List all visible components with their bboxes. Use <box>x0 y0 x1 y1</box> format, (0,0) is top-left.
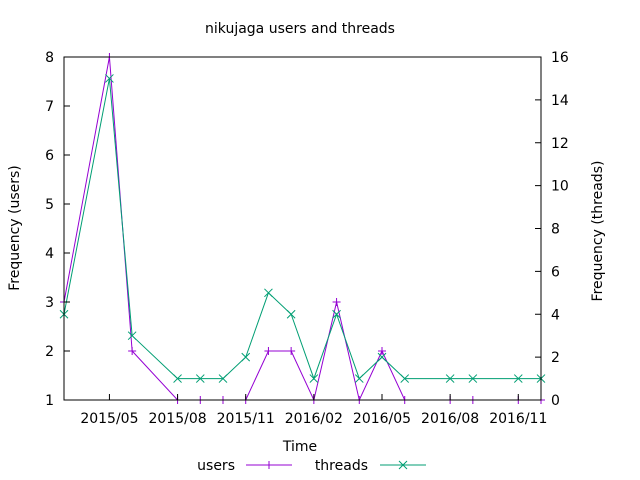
y-left-tick-label: 3 <box>45 295 54 311</box>
y-right-tick-label: 2 <box>551 350 560 366</box>
x-tick-label: 2015/08 <box>148 411 206 427</box>
data-point-users <box>287 347 296 355</box>
x-tick-label: 2015/05 <box>80 411 138 427</box>
data-point-threads <box>173 374 182 383</box>
series-threads <box>59 74 546 383</box>
data-point-threads <box>195 374 205 383</box>
data-point-threads <box>468 374 478 383</box>
data-point-users <box>264 347 273 355</box>
data-point-threads <box>264 288 273 298</box>
plot-frame <box>63 56 542 401</box>
x-tick-label: 2015/11 <box>217 411 275 427</box>
data-point-threads <box>400 374 410 383</box>
y-left-tick-label: 2 <box>45 344 54 360</box>
legend-label-users: users <box>197 458 235 474</box>
data-point-threads <box>332 309 341 319</box>
y-right-tick-label: 14 <box>551 93 569 109</box>
legend: users threads <box>197 458 426 474</box>
x-tick-label: 2016/11 <box>489 411 547 427</box>
data-point-users <box>332 298 341 306</box>
y-right-tick-label: 6 <box>551 264 560 280</box>
data-point-users <box>128 347 137 355</box>
data-point-threads <box>309 374 319 383</box>
y-axis-right: 0 2 4 6 8 10 12 14 16 <box>535 50 569 409</box>
y-axis-right-label: Frequency (threads) <box>590 161 606 302</box>
data-point-threads <box>445 374 455 383</box>
data-layer <box>59 53 546 404</box>
series-line-threads <box>63 78 541 381</box>
data-point-threads <box>286 309 296 319</box>
series-users <box>60 53 545 404</box>
legend-marker-users <box>265 461 273 469</box>
y-right-tick-label: 10 <box>551 179 569 195</box>
y-axis-left: 1 2 3 4 5 6 7 8 <box>45 50 70 409</box>
x-tick-label: 2016/02 <box>285 411 343 427</box>
series-line-users <box>63 56 541 402</box>
x-tick-label: 2016/08 <box>421 411 479 427</box>
data-point-users <box>378 347 386 355</box>
data-point-threads <box>127 331 137 341</box>
legend-marker-threads <box>398 460 408 470</box>
x-tick-label: 2016/05 <box>353 411 411 427</box>
data-point-threads <box>218 374 228 383</box>
legend-label-threads: threads <box>315 458 368 474</box>
data-point-threads <box>105 74 114 83</box>
x-axis: 2015/05 2015/08 2015/11 2016/02 2016/05 2016/… <box>80 394 547 427</box>
y-axis-left-label: Frequency (users) <box>7 165 23 291</box>
y-left-tick-label: 8 <box>45 50 54 66</box>
y-right-tick-label: 4 <box>551 307 560 323</box>
y-right-tick-label: 0 <box>551 393 560 409</box>
data-point-threads <box>513 374 523 383</box>
y-right-tick-label: 16 <box>551 50 569 66</box>
x-axis-label: Time <box>282 439 317 455</box>
y-left-tick-label: 7 <box>45 99 54 115</box>
chart-title: nikujaga users and threads <box>205 21 395 37</box>
y-left-tick-label: 4 <box>45 246 54 262</box>
data-point-threads <box>241 352 251 362</box>
y-left-tick-label: 1 <box>45 393 54 409</box>
y-right-tick-label: 8 <box>551 222 560 238</box>
y-left-tick-label: 6 <box>45 148 54 164</box>
y-left-tick-label: 5 <box>45 197 54 213</box>
data-point-threads <box>377 352 387 362</box>
y-right-tick-label: 12 <box>551 136 569 152</box>
data-point-threads <box>354 374 364 383</box>
